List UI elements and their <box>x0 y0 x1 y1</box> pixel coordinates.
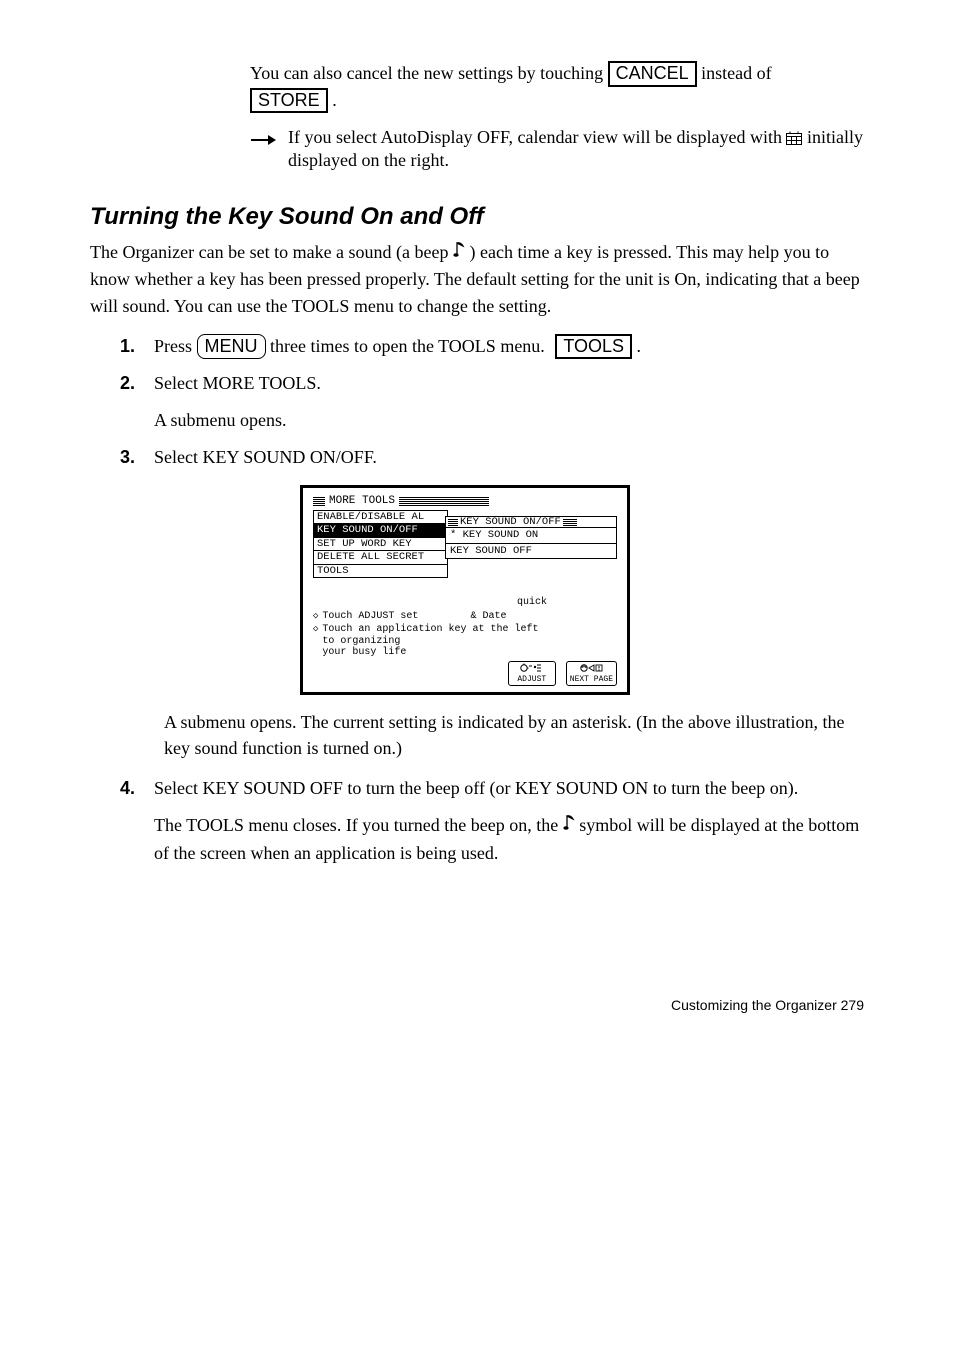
menu-item[interactable]: TOOLS <box>313 564 448 579</box>
hint-row: ◇ Touch an application key at the left t… <box>313 624 617 659</box>
lcd-left-menu: ENABLE/DISABLE AL KEY SOUND ON/OFF SET U… <box>313 510 448 579</box>
desc-para: The Organizer can be set to make a sound… <box>90 239 864 319</box>
step-4: 4. Select KEY SOUND OFF to turn the beep… <box>120 775 864 867</box>
lcd-screenshot: MORE TOOLS ENABLE/DISABLE AL KEY SOUND O… <box>300 485 864 695</box>
section-heading: Turning the Key Sound On and Off <box>90 203 864 231</box>
store-button-label: STORE <box>250 88 328 114</box>
calendar-icon <box>786 129 802 150</box>
music-note-icon <box>563 813 575 840</box>
intro-text-b: instead of <box>701 63 771 83</box>
menu-item[interactable]: DELETE ALL SECRET <box>313 550 448 565</box>
autodisplay-text: If you select AutoDisplay OFF, calendar … <box>288 127 864 170</box>
intro-text-a: You can also cancel the new settings by … <box>250 63 608 83</box>
hatch-bar <box>399 496 489 506</box>
intro-text-c: . <box>332 90 337 110</box>
adjust-button[interactable]: ADJUST <box>508 661 556 686</box>
hatch-icon <box>563 518 577 526</box>
step-number: 3. <box>120 444 140 471</box>
lcd-title: MORE TOOLS <box>327 496 397 507</box>
diamond-icon: ◇ <box>313 611 318 623</box>
steps-list: 1. Press MENU three times to open the TO… <box>120 333 864 471</box>
hatch-icon <box>448 518 458 526</box>
arrow-icon <box>250 131 276 152</box>
lcd-overlay: KEY SOUND ON/OFF * KEY SOUND ON KEY SOUN… <box>445 516 617 560</box>
intro-block: You can also cancel the new settings by … <box>250 60 864 171</box>
overlay-option[interactable]: * KEY SOUND ON <box>445 528 617 544</box>
page-footer: Customizing the Organizer 279 <box>90 997 864 1013</box>
step-1: 1. Press MENU three times to open the TO… <box>120 333 864 360</box>
menu-item-selected[interactable]: KEY SOUND ON/OFF <box>313 523 448 538</box>
tools-box: TOOLS . <box>555 336 641 356</box>
menu-button-label: MENU <box>197 334 266 360</box>
hatch-icon <box>313 496 325 506</box>
step-number: 2. <box>120 370 140 434</box>
step-number: 1. <box>120 333 140 360</box>
lcd-lower: quick ◇ Touch ADJUST set & Date ◇ Touch … <box>313 597 617 686</box>
autodisplay-note: If you select AutoDisplay OFF, calendar … <box>250 127 864 170</box>
step-number: 4. <box>120 775 140 867</box>
step-4-sub: The TOOLS menu closes. If you turned the… <box>154 812 864 867</box>
after-screenshot-para: A submenu opens. The current setting is … <box>164 709 864 761</box>
overlay-option[interactable]: KEY SOUND OFF <box>445 544 617 560</box>
next-page-button[interactable]: NEXT PAGE <box>566 661 617 686</box>
diamond-icon: ◇ <box>313 624 318 659</box>
step-2: 2. Select MORE TOOLS. A submenu opens. <box>120 370 864 434</box>
menu-item[interactable]: ENABLE/DISABLE AL <box>313 510 448 525</box>
music-note-icon <box>453 240 465 266</box>
step-2-sub: A submenu opens. <box>154 407 864 434</box>
overlay-title: KEY SOUND ON/OFF <box>460 517 561 528</box>
menu-item[interactable]: SET UP WORD KEY <box>313 537 448 552</box>
hint-row: ◇ Touch ADJUST set & Date <box>313 611 617 623</box>
tools-label: TOOLS <box>555 334 632 360</box>
intro-para: You can also cancel the new settings by … <box>250 60 864 113</box>
step-3: 3. Select KEY SOUND ON/OFF. <box>120 444 864 471</box>
lcd-titlebar: MORE TOOLS <box>313 496 617 507</box>
soft-buttons: ADJUST NEXT PAGE <box>313 661 617 686</box>
cancel-button-label: CANCEL <box>608 61 697 87</box>
